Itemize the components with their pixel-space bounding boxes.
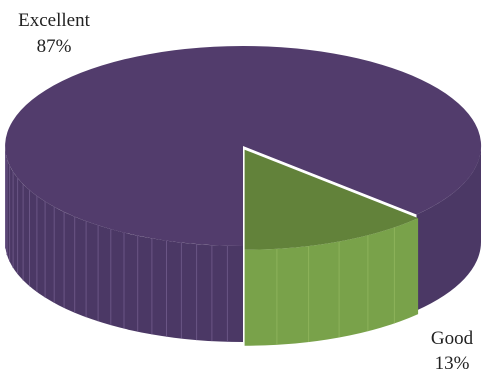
good-slice-group [244, 149, 419, 346]
excellent-label: Excellent [18, 10, 90, 31]
excellent-slice-ribs [5, 152, 228, 342]
good-label: Good [431, 328, 474, 349]
good-slice-side [244, 218, 419, 346]
excellent-slice-group [5, 46, 482, 342]
excellent-value-label: 87% [37, 36, 72, 57]
good-value-label: 13% [435, 353, 470, 374]
good-slice [244, 149, 419, 250]
good-slice-ribs [276, 227, 395, 345]
excellent-slice [5, 46, 482, 246]
excellent-slice-side-right [416, 146, 482, 311]
